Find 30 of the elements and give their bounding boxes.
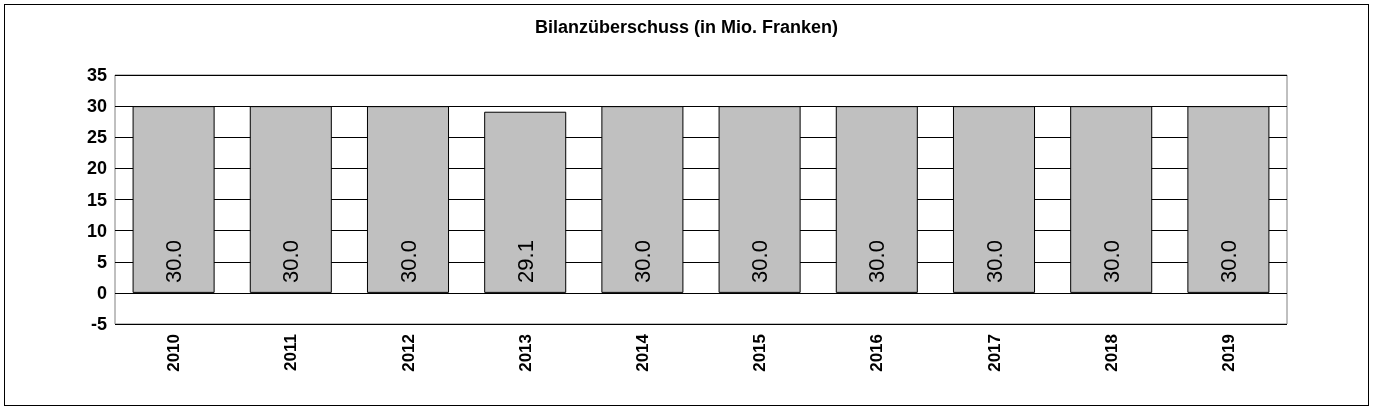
y-tick-label: 10 xyxy=(86,220,107,241)
data-label: 30.0 xyxy=(747,240,773,283)
x-tick-label: 2016 xyxy=(867,334,887,372)
x-tick-label: 2013 xyxy=(515,334,535,372)
data-label: 30.0 xyxy=(981,240,1007,283)
data-label: 30.0 xyxy=(1098,240,1124,283)
x-tick-label: 2017 xyxy=(984,334,1004,372)
y-tick-label: 25 xyxy=(86,127,107,148)
x-tick-label: 2018 xyxy=(1101,334,1121,372)
x-tick-label: 2014 xyxy=(632,333,652,372)
x-tick-label: 2015 xyxy=(750,334,770,372)
data-label: 30.0 xyxy=(395,240,421,283)
data-label: 30.0 xyxy=(278,240,304,283)
x-tick-label: 2019 xyxy=(1218,334,1238,372)
data-label: 30.0 xyxy=(864,240,890,283)
x-tick-label: 2011 xyxy=(281,334,301,371)
y-tick-label: 5 xyxy=(96,251,107,272)
data-label: 29.1 xyxy=(512,240,538,283)
data-label: 30.0 xyxy=(161,240,187,283)
y-tick-label: 35 xyxy=(86,65,107,85)
chart-title: Bilanzüberschuss (in Mio. Franken) xyxy=(534,17,839,37)
x-tick-label: 2012 xyxy=(398,334,418,372)
data-label: 30.0 xyxy=(1215,240,1241,283)
y-tick-label: 30 xyxy=(86,96,107,117)
y-tick-label: 15 xyxy=(86,189,107,210)
x-tick-label: 2010 xyxy=(164,334,184,372)
data-label: 30.0 xyxy=(629,240,655,283)
y-tick-label: -5 xyxy=(90,314,107,334)
y-tick-label: 20 xyxy=(86,158,107,179)
y-tick-label: 0 xyxy=(96,282,107,303)
